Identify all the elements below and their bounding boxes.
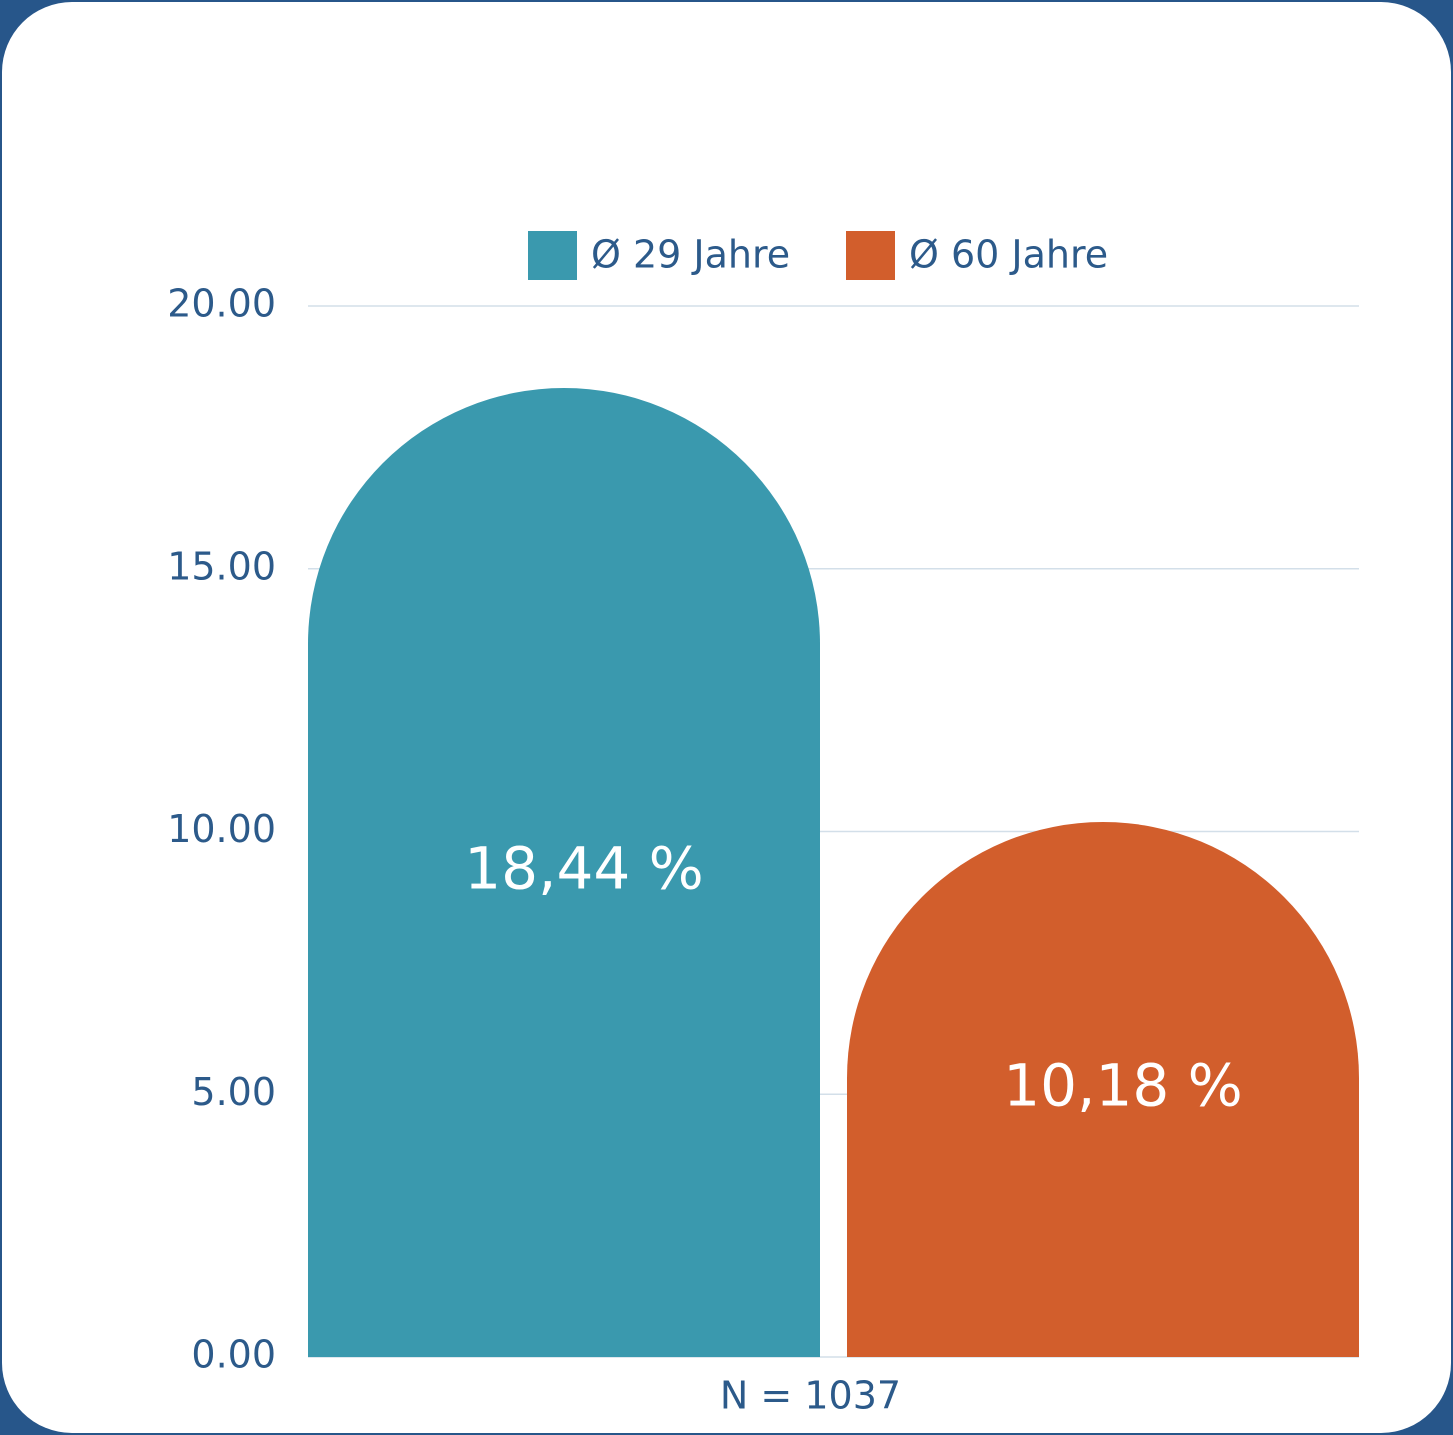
y-tick-label: 20.00	[167, 282, 276, 326]
x-tick-label: N = 1037	[720, 1374, 901, 1418]
y-tick-label: 10.00	[167, 807, 276, 851]
legend-label: Ø 29 Jahre	[591, 233, 790, 277]
y-tick-label: 0.00	[191, 1333, 276, 1377]
value-label: 10,18 %	[1003, 1052, 1243, 1120]
legend-swatch	[846, 231, 895, 280]
legend-label: Ø 60 Jahre	[909, 233, 1108, 277]
y-tick-label: 5.00	[191, 1070, 276, 1114]
bar	[308, 387, 820, 1357]
legend-swatch	[528, 231, 577, 280]
y-tick-label: 15.00	[167, 544, 276, 588]
value-label: 18,44 %	[464, 835, 704, 903]
bar	[847, 822, 1359, 1357]
